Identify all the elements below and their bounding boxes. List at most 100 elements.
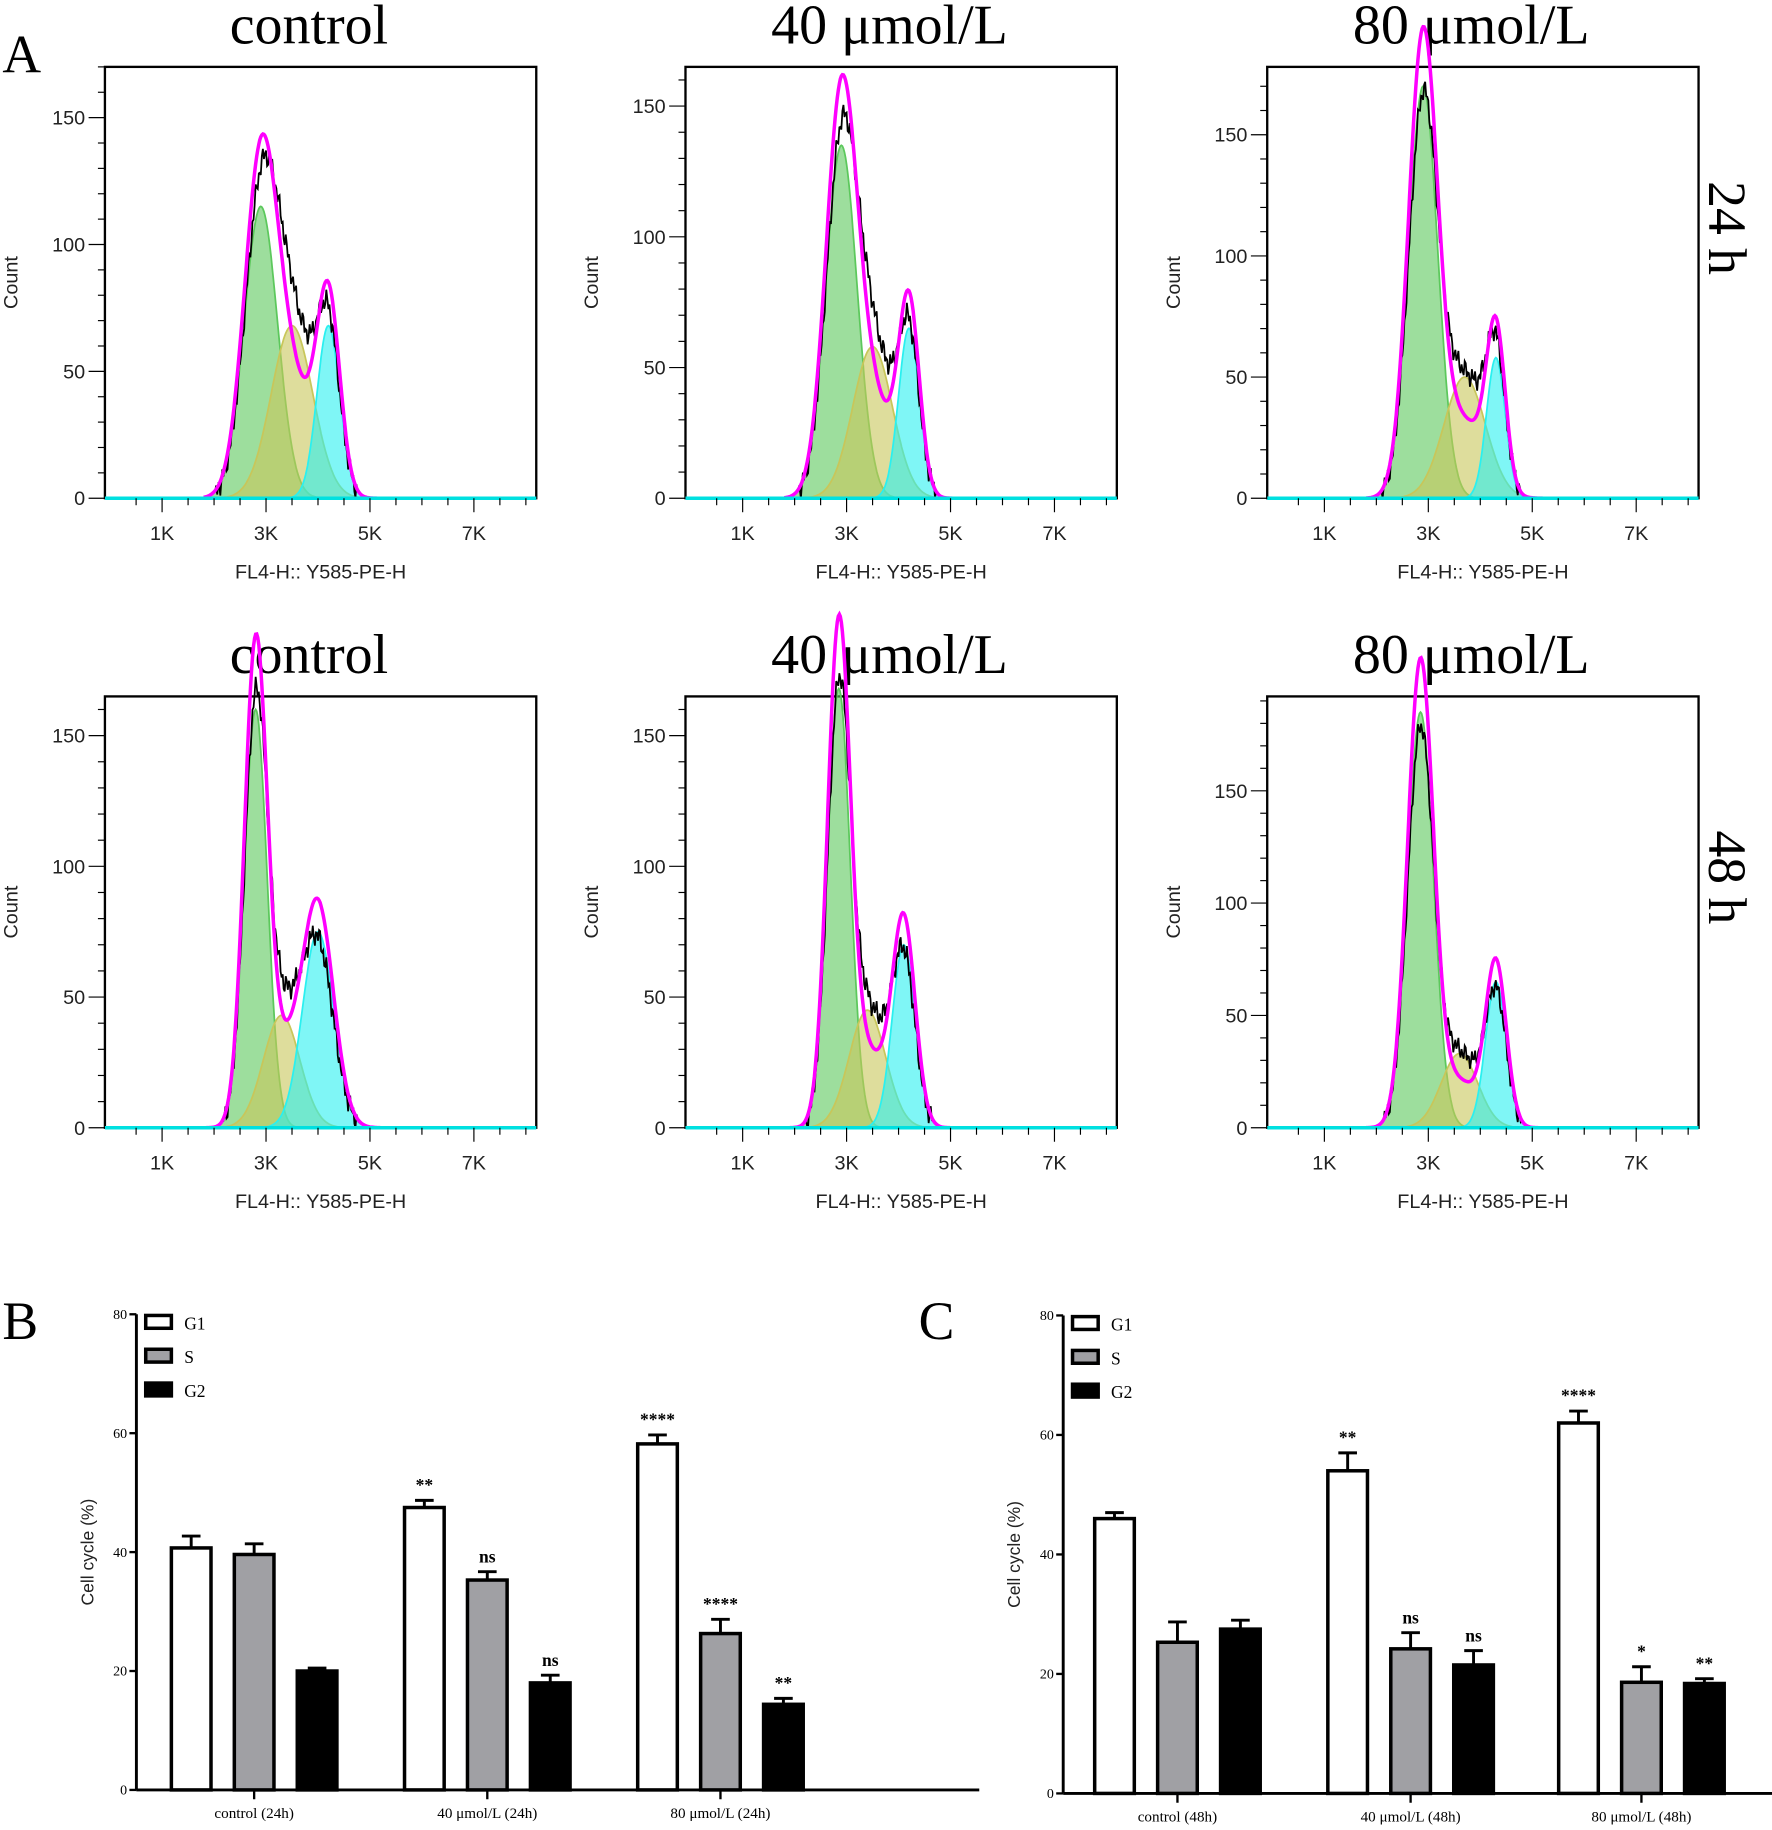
panel-label-a: A: [2, 25, 41, 85]
y-tick-label: 0: [1236, 488, 1247, 510]
x-tick-label: 3K: [254, 1153, 278, 1175]
x-tick-label: 5K: [938, 523, 962, 545]
bar-g1: [169, 1546, 213, 1792]
significance-label: ns: [1465, 1625, 1482, 1645]
category-label: 80 μmol/L (24h): [670, 1805, 770, 1822]
legend-swatch-s: [143, 1347, 174, 1364]
y-tick-label: 0: [655, 488, 666, 510]
model-fit-line: [203, 631, 381, 1130]
panel-label-b: B: [2, 1291, 38, 1351]
legend-label: G2: [1111, 1382, 1132, 1402]
y-tick-label: 40: [1040, 1548, 1054, 1563]
y-axis-label: Count: [581, 885, 603, 938]
legend-swatch-g1: [1070, 1314, 1100, 1332]
bar-s: [1619, 1680, 1663, 1796]
significance-label: **: [775, 1673, 793, 1693]
x-tick-label: 1K: [1312, 523, 1336, 545]
histogram-title: control: [230, 0, 388, 57]
x-tick-label: 5K: [358, 523, 382, 545]
bar-g2: [528, 1681, 572, 1792]
y-axis-label: Count: [1163, 885, 1185, 938]
y-tick-label: 60: [113, 1427, 127, 1442]
y-tick-label: 150: [52, 108, 85, 130]
x-axis-label: FL4-H:: Y585-PE-H: [816, 1191, 987, 1213]
histogram-title: 80 μmol/L: [1353, 0, 1590, 57]
y-tick-label: 0: [1236, 1118, 1247, 1140]
model-fit-line: [784, 610, 961, 1130]
significance-label: *: [1637, 1641, 1646, 1661]
legend-label: G1: [1111, 1315, 1132, 1335]
bar-g2: [295, 1669, 339, 1792]
y-tick-label: 100: [1214, 246, 1247, 268]
y-tick-label: 0: [74, 488, 85, 510]
x-tick-label: 7K: [1042, 1153, 1066, 1175]
y-tick-label: 80: [113, 1308, 127, 1323]
legend-swatch-g1: [143, 1313, 174, 1331]
category-label: 80 μmol/L (48h): [1591, 1808, 1691, 1825]
significance-label: ****: [703, 1594, 738, 1614]
x-tick-label: 5K: [938, 1153, 962, 1175]
category-label: 40 μmol/L (24h): [437, 1805, 537, 1822]
significance-label: ns: [542, 1650, 559, 1670]
bar-s: [1389, 1647, 1433, 1796]
bar-g2: [1218, 1627, 1262, 1796]
legend-label: S: [1111, 1348, 1121, 1368]
y-axis-label: Count: [581, 256, 603, 309]
x-axis-label: FL4-H:: Y585-PE-H: [235, 1191, 406, 1213]
y-tick-label: 20: [113, 1665, 127, 1680]
y-tick-label: 150: [1214, 781, 1247, 803]
x-tick-label: 1K: [731, 1153, 755, 1175]
y-tick-label: 50: [63, 361, 85, 383]
x-axis-label: FL4-H:: Y585-PE-H: [816, 562, 987, 584]
x-tick-label: 3K: [834, 1153, 858, 1175]
x-tick-label: 1K: [150, 1153, 174, 1175]
histogram-title: 80 μmol/L: [1353, 624, 1590, 686]
y-tick-label: 100: [52, 234, 85, 256]
legend-swatch-g2: [1070, 1382, 1100, 1399]
x-tick-label: 3K: [254, 523, 278, 545]
x-tick-label: 3K: [1416, 1153, 1440, 1175]
row-label-24h: 24 h: [1697, 181, 1757, 275]
legend-swatch-g2: [143, 1381, 174, 1398]
panel-label-c: C: [919, 1291, 955, 1351]
bar-g2: [761, 1702, 805, 1792]
significance-label: ****: [1561, 1386, 1596, 1406]
y-tick-label: 100: [1214, 893, 1247, 915]
category-label: 40 μmol/L (48h): [1361, 1808, 1461, 1825]
x-tick-label: 7K: [1624, 1153, 1648, 1175]
y-tick-label: 40: [113, 1546, 127, 1561]
legend-label: S: [184, 1347, 194, 1367]
y-tick-label: 80: [1040, 1309, 1054, 1324]
histogram-title: 40 μmol/L: [771, 624, 1008, 686]
bar-g1: [1092, 1516, 1137, 1796]
x-tick-label: 7K: [462, 523, 486, 545]
significance-label: **: [416, 1475, 434, 1495]
y-tick-label: 50: [644, 358, 666, 380]
row-label-48h: 48 h: [1697, 830, 1757, 924]
y-tick-label: 0: [120, 1784, 127, 1799]
y-tick-label: 100: [633, 227, 666, 249]
significance-label: **: [1339, 1428, 1357, 1448]
x-tick-label: 5K: [1520, 1153, 1544, 1175]
bar-g1: [1326, 1469, 1370, 1796]
y-tick-label: 150: [52, 726, 85, 748]
y-tick-label: 150: [633, 726, 666, 748]
significance-label: ****: [640, 1410, 675, 1430]
model-fit-line: [784, 72, 961, 500]
y-tick-label: 50: [63, 987, 85, 1009]
bar-g1: [1556, 1421, 1601, 1796]
y-axis-label: Count: [0, 885, 22, 938]
bar-s: [698, 1631, 743, 1792]
x-tick-label: 7K: [1042, 523, 1066, 545]
y-tick-label: 60: [1040, 1429, 1054, 1444]
model-fit-line: [203, 132, 381, 500]
category-label: control (48h): [1138, 1808, 1217, 1825]
x-tick-label: 3K: [1416, 523, 1440, 545]
bar-s: [232, 1552, 276, 1792]
